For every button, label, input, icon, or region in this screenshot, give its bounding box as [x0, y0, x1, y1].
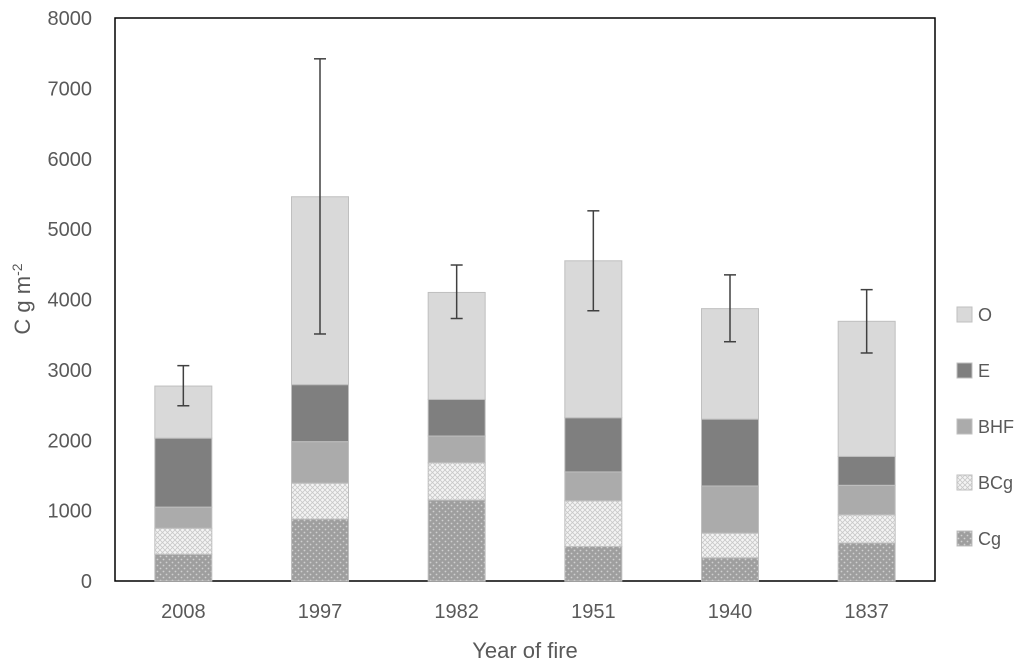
bar-segment-e-1837 [837, 455, 896, 486]
bar-segment-cg-1997 [291, 518, 349, 582]
legend-label-o: O [978, 305, 992, 325]
legend-label-cg: Cg [978, 529, 1001, 549]
bar-segment-bcg-1951 [564, 500, 623, 548]
x-tick-label: 1940 [708, 601, 753, 623]
bar-segment-bhf-1982 [427, 435, 486, 464]
x-tick-label: 2008 [161, 601, 206, 623]
bar-segment-cg-1837 [837, 542, 896, 582]
bar-segment-bhf-2008 [154, 506, 213, 529]
y-axis-title: C g m-2 [9, 263, 35, 334]
bar-segment-e-1951 [564, 417, 623, 473]
bar-segment-bcg-1940 [701, 532, 759, 559]
bar-segment-e-2008 [154, 437, 213, 508]
x-tick-label: 1997 [298, 601, 343, 623]
legend-label-bhf: BHF [978, 417, 1014, 437]
y-tick-label: 2000 [48, 430, 93, 452]
bar-segment-cg-1982 [427, 499, 486, 582]
legend-swatch-e [956, 362, 973, 379]
legend: O E BHF BCg Cg [956, 305, 1014, 549]
bar-segment-bcg-1837 [837, 514, 896, 544]
y-tick-label: 3000 [48, 360, 93, 382]
bar-segment-cg-2008 [154, 553, 213, 582]
legend-label-bcg: BCg [978, 473, 1013, 493]
legend-swatch-o [956, 306, 973, 323]
y-axis-title-main: C g m [10, 276, 35, 335]
bar-segment-e-1982 [427, 398, 486, 437]
plot-area-frame [114, 17, 936, 582]
y-tick-label: 5000 [48, 219, 93, 241]
y-axis-ticks: 0 1000 2000 3000 4000 5000 6000 7000 8000 [48, 8, 93, 593]
bar-segment-bcg-2008 [154, 527, 213, 555]
x-tick-label: 1837 [844, 601, 889, 623]
bar-segment-bhf-1837 [837, 484, 896, 516]
x-tick-label: 1982 [434, 601, 479, 623]
bar-segment-bhf-1940 [701, 485, 759, 534]
x-axis-ticks: 2008 1997 1982 1951 1940 1837 [161, 601, 889, 623]
x-tick-label: 1951 [571, 601, 616, 623]
legend-swatch-cg [956, 530, 973, 547]
legend-swatch-bhf [956, 418, 973, 435]
bar-segment-bhf-1997 [291, 441, 349, 484]
y-tick-label: 8000 [48, 8, 93, 30]
y-tick-label: 4000 [48, 290, 93, 312]
bar-segment-cg-1951 [564, 546, 623, 582]
y-tick-label: 6000 [48, 149, 93, 171]
bars-group [154, 196, 896, 582]
y-tick-label: 1000 [48, 501, 93, 523]
error-bars-group [177, 58, 873, 407]
bar-segment-cg-1940 [701, 557, 759, 582]
bar-segment-e-1940 [701, 418, 759, 487]
y-tick-label: 7000 [48, 78, 93, 100]
y-axis-title-superscript: -2 [9, 263, 25, 276]
legend-label-e: E [978, 361, 990, 381]
bar-segment-bcg-1982 [427, 462, 486, 501]
x-axis-title: Year of fire [472, 638, 578, 663]
legend-swatch-bcg [956, 474, 973, 491]
bar-segment-bhf-1951 [564, 471, 623, 502]
y-tick-label: 0 [81, 571, 92, 593]
bar-segment-e-1997 [291, 384, 349, 443]
bar-segment-bcg-1997 [291, 482, 349, 520]
